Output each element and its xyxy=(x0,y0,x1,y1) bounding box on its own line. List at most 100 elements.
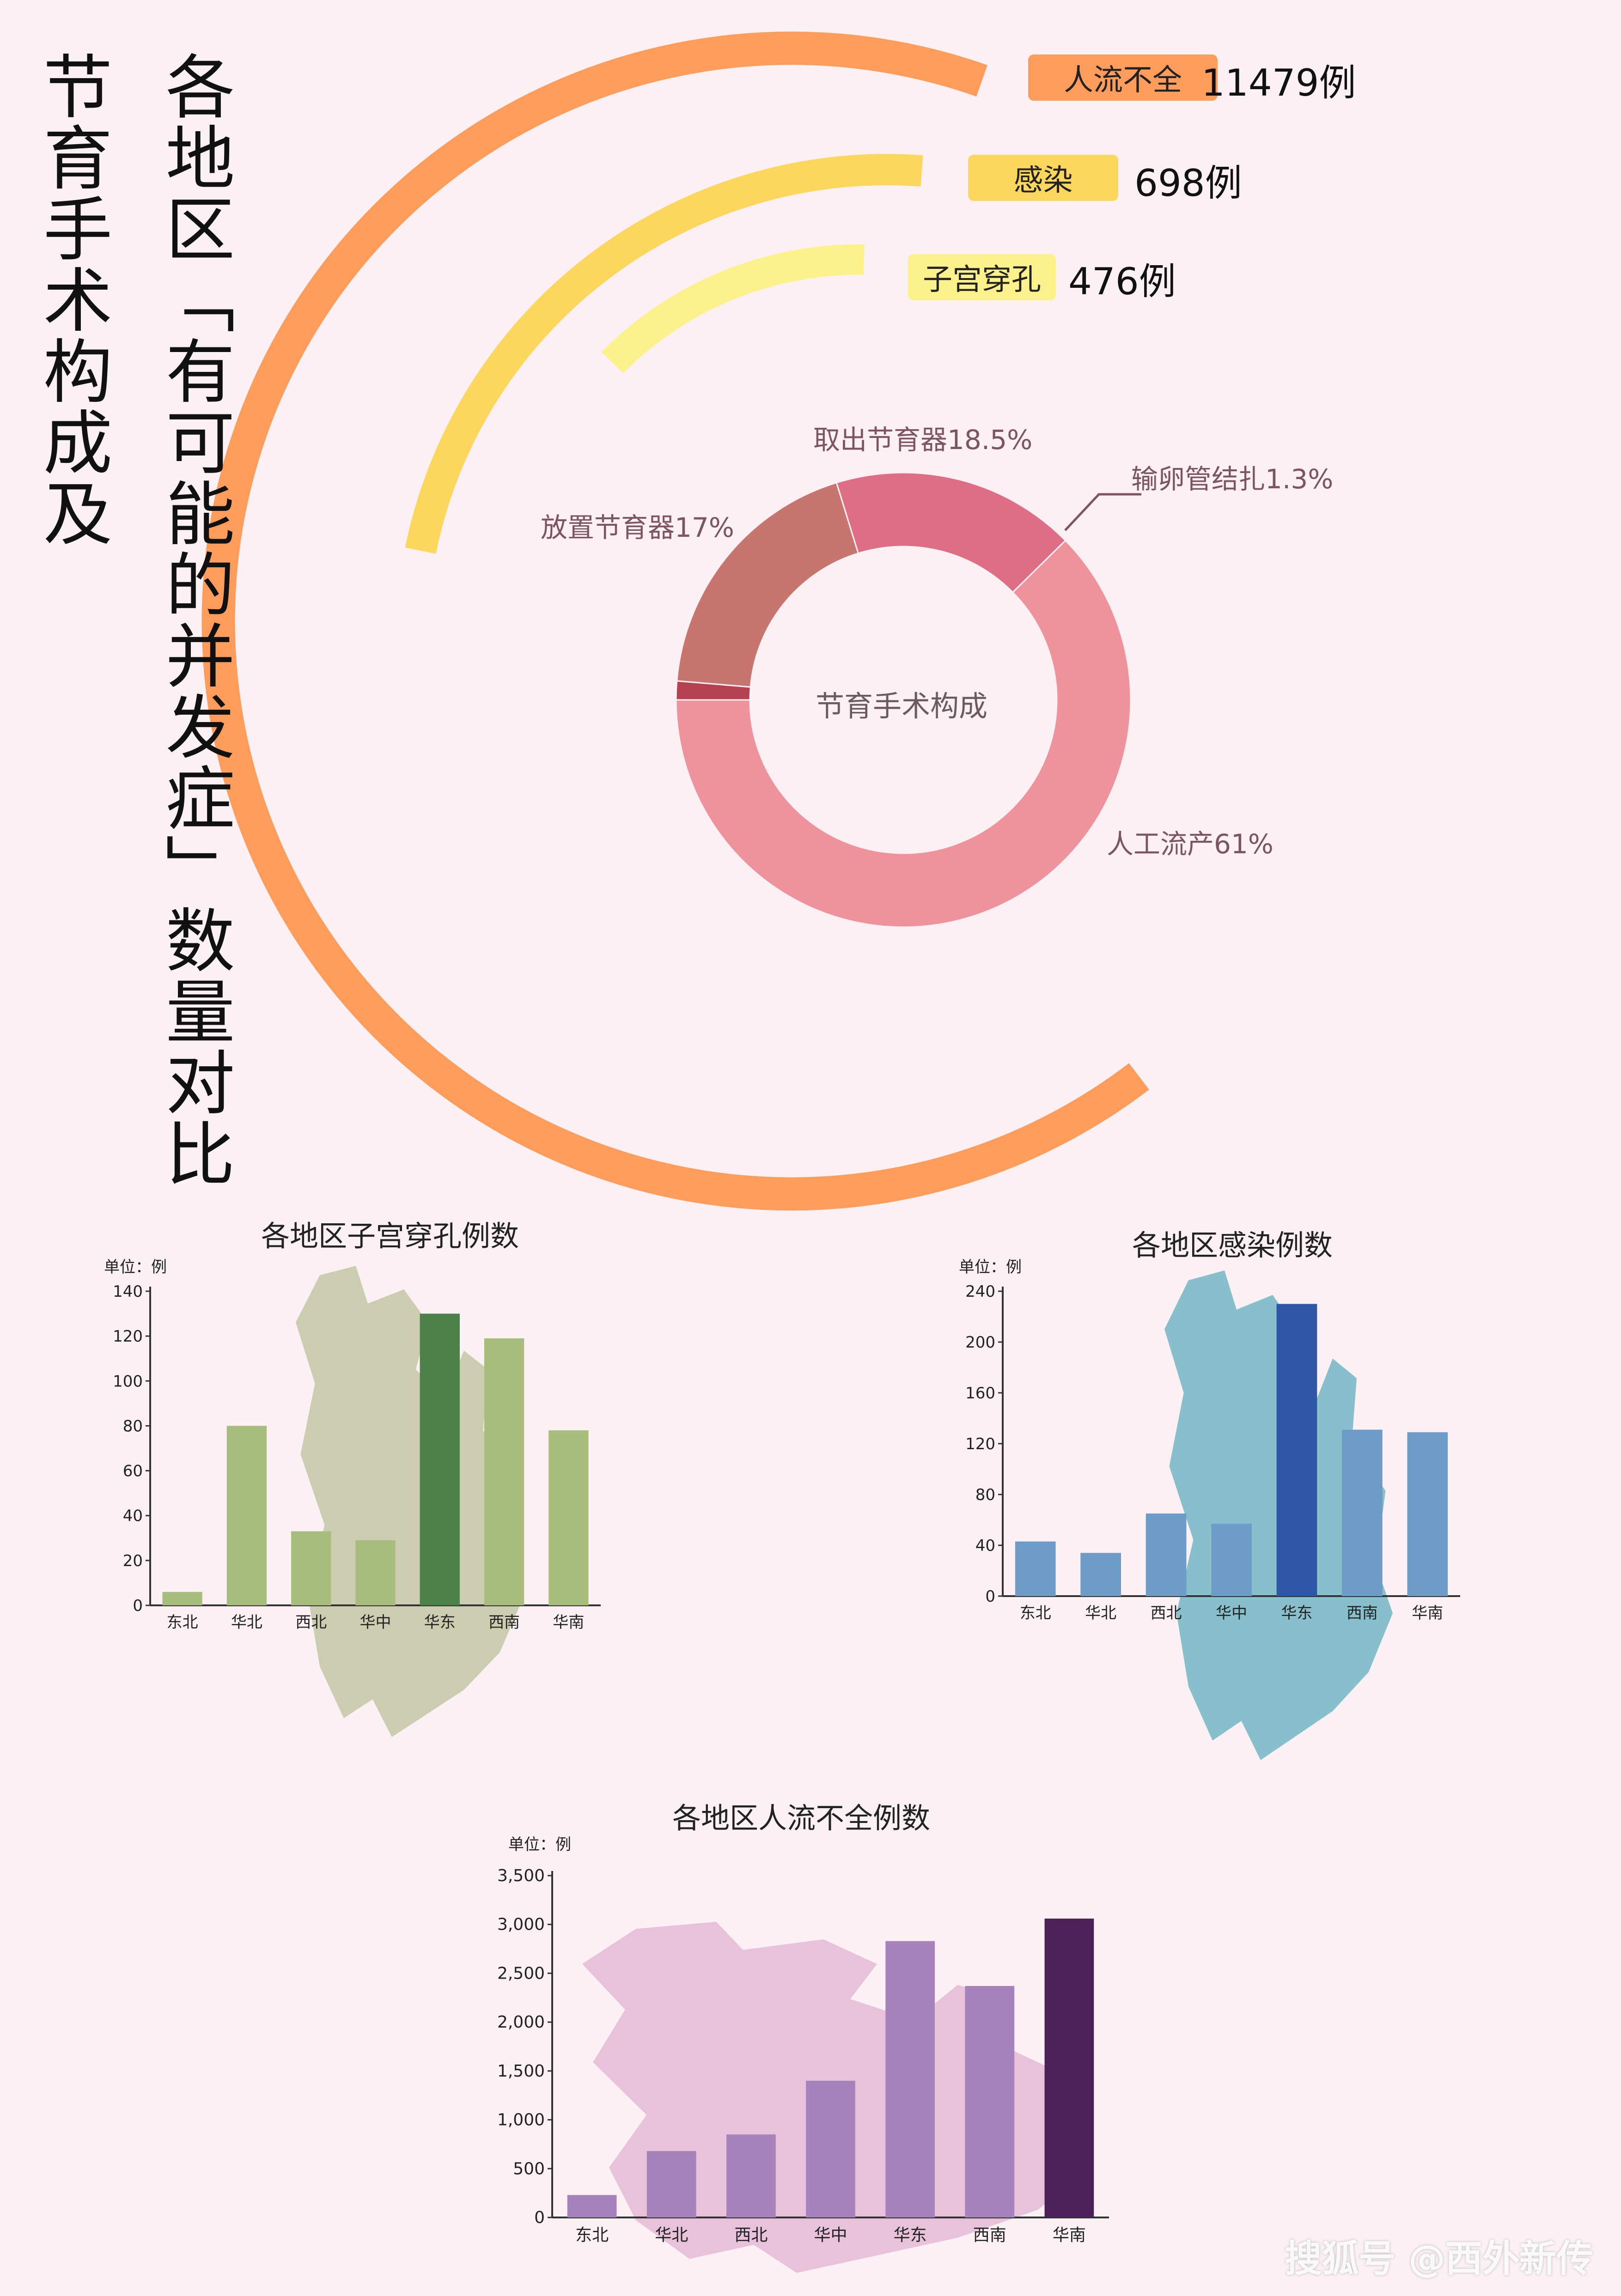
bar-华中 xyxy=(355,1540,396,1605)
x-tick-label: 西南 xyxy=(488,1613,520,1632)
y-tick-label: 0 xyxy=(133,1597,143,1615)
arc-chuankong xyxy=(601,244,865,374)
x-tick-label: 华中 xyxy=(814,2226,847,2245)
bar-西北 xyxy=(1146,1513,1187,1596)
y-tick-label: 0 xyxy=(985,1587,995,1606)
y-tick-label: 2,500 xyxy=(497,1964,545,1983)
bar-chart-ganran: 0 40 80 120 160 200 240 东北 华北 西北 华中 华东 西南 华南 xyxy=(965,1270,1460,1760)
y-tick-label: 140 xyxy=(113,1282,143,1301)
x-tick-label: 华南 xyxy=(1412,1604,1443,1622)
chart1-title: 各地区子宫穿孔例数 xyxy=(261,1219,519,1253)
watermark: 搜狐号 @西外新传 xyxy=(1285,2237,1593,2280)
bar-华东 xyxy=(420,1313,460,1605)
donut-label-fangzhi: 放置节育器17% xyxy=(541,512,734,543)
legend-value-rengliu: 11479例 xyxy=(1201,61,1356,104)
donut-slice-2 xyxy=(676,481,859,688)
legend-pill-rengliu: 人流不全 xyxy=(1028,55,1218,101)
bar-西北 xyxy=(726,2134,776,2217)
x-tick-label: 华东 xyxy=(894,2226,927,2245)
y-tick-label: 20 xyxy=(123,1552,143,1570)
donut-slice-3 xyxy=(675,680,751,701)
y-tick-label: 200 xyxy=(965,1333,995,1352)
x-tick-label: 华北 xyxy=(231,1613,262,1632)
x-tick-label: 东北 xyxy=(575,2226,609,2245)
bar-西南 xyxy=(484,1338,524,1605)
main-title-line2: 各地区「有可能的并发症」数量对比 xyxy=(154,51,234,1189)
y-tick-label: 40 xyxy=(975,1537,995,1555)
chart1-unit: 单位：例 xyxy=(104,1258,167,1276)
x-tick-label: 华南 xyxy=(553,1613,584,1632)
y-tick-label: 1,000 xyxy=(497,2111,545,2130)
legend-pill-ganran: 感染 xyxy=(968,155,1118,201)
legend-value-chuankong: 476例 xyxy=(1068,260,1176,303)
bar-华东 xyxy=(1276,1304,1317,1596)
bar-东北 xyxy=(567,2195,617,2217)
x-tick-label: 西北 xyxy=(1151,1604,1182,1622)
y-tick-label: 3,000 xyxy=(497,1915,545,1934)
main-title-line1: 节育手术构成及 xyxy=(31,51,112,549)
bar-华北 xyxy=(646,2151,696,2217)
donut-slice-1 xyxy=(835,472,1066,594)
chart3-unit: 单位：例 xyxy=(508,1835,571,1854)
x-tick-label: 华北 xyxy=(1085,1604,1116,1622)
y-tick-label: 60 xyxy=(123,1462,143,1481)
arc-rengliu xyxy=(201,31,1149,1211)
x-tick-label: 西北 xyxy=(734,2226,768,2245)
donut-leader-line xyxy=(1064,493,1141,531)
arc-ganran xyxy=(405,154,923,554)
y-tick-label: 100 xyxy=(113,1372,143,1391)
bar-华中 xyxy=(1211,1524,1252,1596)
bar-华北 xyxy=(226,1426,267,1605)
y-tick-label: 80 xyxy=(123,1417,143,1435)
x-tick-label: 华北 xyxy=(655,2226,688,2245)
y-tick-label: 3,500 xyxy=(497,1866,545,1885)
bar-东北 xyxy=(1015,1541,1056,1596)
bar-东北 xyxy=(162,1591,202,1605)
x-tick-label: 华东 xyxy=(424,1613,456,1632)
chart2-title: 各地区感染例数 xyxy=(1132,1228,1333,1262)
bar-华北 xyxy=(1080,1553,1121,1596)
bar-西北 xyxy=(291,1531,331,1605)
donut-label-rengong: 人工流产61% xyxy=(1107,828,1274,860)
bar-chart-chuankong: 0 20 40 60 80 100 120 140 东北 华北 西北 华中 华东 西南 华南 xyxy=(113,1266,601,1737)
y-tick-label: 40 xyxy=(123,1507,143,1525)
x-tick-label: 东北 xyxy=(1020,1604,1051,1622)
x-tick-label: 华南 xyxy=(1053,2226,1086,2245)
bar-华东 xyxy=(885,1941,935,2217)
x-tick-label: 东北 xyxy=(167,1613,198,1632)
x-tick-label: 华中 xyxy=(1216,1604,1247,1622)
chart2-unit: 单位：例 xyxy=(959,1258,1022,1276)
bar-华南 xyxy=(1044,1919,1094,2217)
donut-slices xyxy=(675,472,1132,928)
legend-pill-chuankong: 子宫穿孔 xyxy=(908,254,1056,300)
y-tick-label: 80 xyxy=(975,1486,995,1504)
donut-label-quchu: 取出节育器18.5% xyxy=(813,424,1033,456)
donut-label-jieza: 输卵管结扎1.3% xyxy=(1131,463,1334,495)
bar-华南 xyxy=(548,1430,589,1605)
donut-center-label: 节育手术构成 xyxy=(816,689,988,723)
x-tick-label: 西北 xyxy=(295,1613,327,1632)
y-tick-label: 2,000 xyxy=(497,2013,545,2032)
legend-value-ganran: 698例 xyxy=(1134,162,1242,205)
bar-chart-rengliu: 0 500 1,000 1,500 2,000 2,500 3,000 3,500 东北 华北 西北… xyxy=(497,1866,1109,2273)
y-tick-label: 120 xyxy=(113,1327,143,1346)
y-tick-label: 1,500 xyxy=(497,2062,545,2081)
y-tick-label: 160 xyxy=(965,1384,995,1403)
donut-chart xyxy=(675,472,1141,928)
chart3-title: 各地区人流不全例数 xyxy=(672,1801,931,1835)
region-map-silhouette xyxy=(296,1266,524,1737)
x-tick-label: 西南 xyxy=(973,2226,1006,2245)
x-tick-label: 华东 xyxy=(1281,1604,1312,1622)
y-tick-label: 0 xyxy=(534,2208,545,2227)
bar-西南 xyxy=(965,1986,1015,2217)
bar-西南 xyxy=(1342,1429,1383,1596)
y-tick-label: 240 xyxy=(965,1282,995,1301)
x-tick-label: 西南 xyxy=(1347,1604,1378,1622)
y-tick-label: 500 xyxy=(513,2159,545,2178)
bar-华中 xyxy=(806,2081,855,2217)
donut-slice-0 xyxy=(675,539,1132,928)
y-tick-label: 120 xyxy=(965,1435,995,1453)
bar-华南 xyxy=(1407,1432,1448,1596)
x-tick-label: 华中 xyxy=(360,1613,391,1632)
